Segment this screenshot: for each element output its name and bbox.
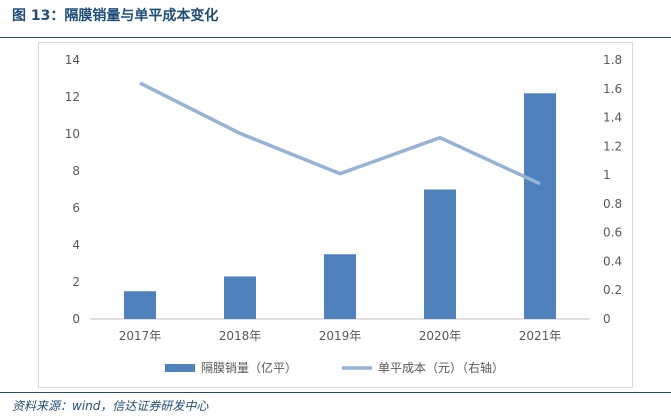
title-divider <box>0 37 671 38</box>
right-tick-label: 0 <box>603 312 611 326</box>
bar-2018年 <box>224 276 256 319</box>
left-tick-label: 10 <box>65 127 80 141</box>
line-series <box>139 81 541 186</box>
right-tick-label: 0.8 <box>603 197 622 211</box>
right-tick-label: 1.4 <box>603 111 622 125</box>
bar-2019年 <box>324 254 356 319</box>
left-tick-label: 2 <box>72 275 80 289</box>
x-tick-label: 2021年 <box>519 329 562 343</box>
x-tick-label: 2020年 <box>419 329 462 343</box>
source-divider <box>0 392 671 393</box>
right-tick-label: 1 <box>603 168 611 182</box>
bar-2021年 <box>524 93 556 319</box>
bar-series <box>124 93 556 319</box>
legend: 隔膜销量（亿平） 单平成本（元）（右轴） <box>165 360 504 375</box>
figure-title: 图 13：隔膜销量与单平成本变化 <box>12 8 219 24</box>
x-tick-label: 2017年 <box>119 329 162 343</box>
x-tick-label: 2018年 <box>219 329 262 343</box>
left-tick-label: 14 <box>65 53 80 67</box>
left-tick-label: 4 <box>72 238 80 252</box>
x-tick-label: 2019年 <box>319 329 362 343</box>
left-axis-ticks: 0 2 4 6 8 10 12 14 <box>65 53 80 326</box>
x-axis-ticks: 2017年 2018年 2019年 2020年 2021年 <box>119 329 562 343</box>
right-tick-label: 0.6 <box>603 226 622 240</box>
right-tick-label: 0.2 <box>603 283 622 297</box>
left-tick-label: 12 <box>65 90 80 104</box>
legend-label-bar: 隔膜销量（亿平） <box>201 360 297 375</box>
left-tick-label: 6 <box>72 201 80 215</box>
right-tick-label: 1.6 <box>603 82 622 96</box>
right-axis-ticks: 0 0.2 0.4 0.6 0.8 1 1.2 1.4 1.6 1.8 <box>603 53 622 326</box>
left-tick-label: 8 <box>72 164 80 178</box>
legend-label-line: 单平成本（元）（右轴） <box>378 360 504 375</box>
bar-2020年 <box>424 189 456 319</box>
legend-swatch-bar <box>165 364 195 372</box>
bar-2017年 <box>124 291 156 319</box>
right-tick-label: 0.4 <box>603 254 622 268</box>
chart-frame <box>38 42 633 388</box>
left-tick-label: 0 <box>72 312 80 326</box>
right-tick-label: 1.2 <box>603 139 622 153</box>
source-note: 资料来源：wind，信达证券研发中心 <box>12 399 209 413</box>
right-tick-label: 1.8 <box>603 53 622 67</box>
